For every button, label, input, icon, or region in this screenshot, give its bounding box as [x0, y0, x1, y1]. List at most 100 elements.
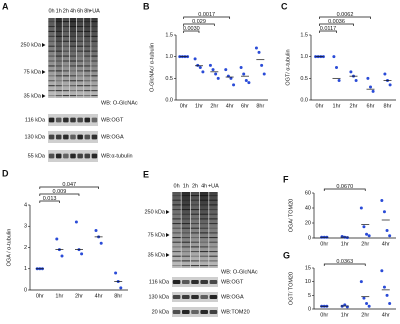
blot-band — [55, 40, 62, 42]
blot-band — [181, 204, 190, 206]
blot-lane — [190, 192, 200, 268]
x-tick-label: 0hr — [36, 293, 44, 299]
blot-band — [181, 246, 190, 248]
p-value: 0.0363 — [336, 259, 353, 265]
blot-band — [76, 60, 84, 62]
blot-band — [209, 223, 218, 225]
data-point — [340, 235, 344, 238]
blot-band — [91, 65, 98, 67]
data-point — [359, 206, 363, 210]
lane-label: +UA — [208, 183, 219, 189]
panel-letter: E — [143, 169, 149, 179]
axis-line — [313, 268, 396, 310]
blot-band — [190, 251, 200, 253]
marker-label: 250 kDa — [145, 209, 166, 215]
blot-band — [172, 251, 181, 253]
blot-band — [55, 75, 62, 77]
blot-band — [76, 25, 84, 28]
strip-band — [48, 153, 55, 159]
y-axis-label: OGA/ TOM20 — [288, 199, 294, 232]
data-point — [214, 72, 218, 76]
data-point — [80, 252, 84, 256]
blot-band — [62, 65, 70, 67]
strip-band — [182, 280, 190, 284]
blot-band — [84, 65, 91, 67]
y-tick-label: 1.5 — [300, 32, 308, 38]
x-tick-label: 0hr — [320, 241, 328, 247]
strip-band — [172, 280, 181, 284]
marker-arrow — [42, 70, 46, 74]
blot-band — [172, 223, 181, 225]
blot-band — [76, 40, 84, 42]
y-axis-label: OGT/ TOM20 — [288, 272, 294, 305]
x-tick-label: 4hr — [95, 293, 103, 299]
data-point — [337, 79, 341, 82]
blot-band — [62, 45, 70, 47]
blot-band — [181, 213, 190, 215]
blot-lane — [55, 18, 62, 98]
blot-band — [209, 195, 218, 197]
p-value: 0.013 — [43, 196, 57, 202]
blot-band — [69, 85, 77, 87]
blot-band — [181, 195, 190, 197]
x-tick-label: 1hr — [333, 103, 341, 109]
blot-lane — [209, 192, 218, 268]
blot-band — [84, 60, 91, 62]
data-point — [383, 72, 387, 76]
strip-band — [200, 280, 208, 284]
y-tick-label: 0 — [24, 287, 27, 293]
blot-band — [62, 21, 70, 23]
blot-band — [48, 95, 55, 97]
y-tick-label: 1.5 — [165, 32, 173, 38]
data-point — [242, 72, 246, 76]
x-tick-label: 2hr — [350, 103, 358, 109]
data-point — [257, 50, 261, 54]
strip-band — [172, 310, 181, 314]
blot-band — [209, 204, 218, 206]
lane-label: 0h — [49, 8, 55, 14]
significance-bracket — [183, 16, 231, 19]
blot-band — [62, 60, 70, 62]
blot-band — [55, 85, 62, 87]
data-point — [380, 199, 384, 202]
blot-band — [209, 227, 218, 229]
blot-band — [91, 30, 98, 32]
lane-label: 2h — [192, 183, 198, 189]
blot-band — [48, 45, 55, 47]
blot-band — [190, 209, 200, 211]
blot-band — [62, 70, 70, 72]
x-tick-label: 6hr — [367, 103, 375, 109]
blot-band — [62, 35, 70, 37]
blot-band — [69, 80, 77, 82]
blot-band — [172, 260, 181, 262]
lane-label: 4h — [70, 8, 76, 14]
data-point — [99, 241, 103, 245]
blot-lane — [181, 192, 190, 268]
data-point — [362, 296, 366, 300]
y-tick-label: 1.0 — [300, 54, 308, 60]
data-point — [349, 70, 353, 74]
data-point — [94, 229, 98, 232]
blot-band — [48, 85, 55, 87]
x-tick-label: 0hr — [316, 103, 324, 109]
p-value: 0.0117 — [320, 26, 336, 32]
blot-band — [200, 237, 209, 239]
marker-label: 250 kDa — [21, 42, 42, 48]
blot-band — [55, 25, 62, 28]
blot-lane — [172, 192, 181, 268]
blot-band — [209, 209, 218, 211]
blot-band — [62, 85, 70, 87]
y-tick-label: 15 — [305, 265, 311, 271]
marker-arrow — [166, 210, 170, 214]
strip-band — [48, 134, 55, 140]
marker-label: 20 kDa — [152, 309, 170, 315]
significance-bracket — [183, 30, 200, 33]
panel-letter: G — [283, 250, 290, 260]
blot-band — [55, 70, 62, 72]
blot-band — [190, 265, 200, 267]
strip-band — [55, 134, 62, 140]
data-point — [254, 46, 258, 50]
blot-band — [62, 25, 70, 28]
blot-band — [84, 21, 91, 23]
blot-band — [62, 50, 70, 52]
